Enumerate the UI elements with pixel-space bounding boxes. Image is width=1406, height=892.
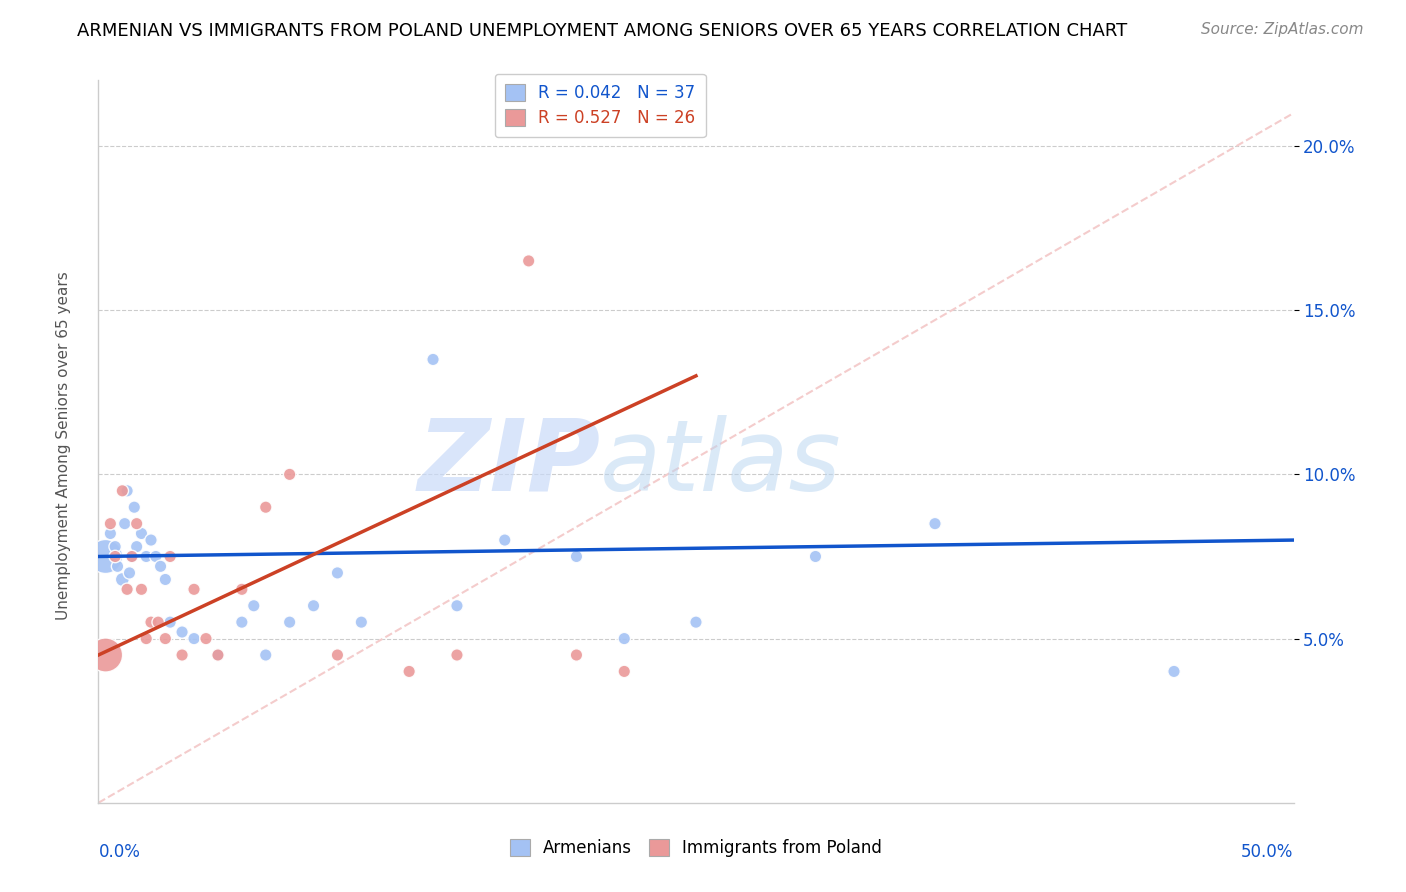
Point bbox=[121, 549, 143, 564]
Point bbox=[613, 665, 636, 679]
Point bbox=[104, 549, 127, 564]
Point bbox=[565, 549, 588, 564]
Point bbox=[231, 582, 253, 597]
Point bbox=[685, 615, 707, 630]
Point bbox=[115, 582, 138, 597]
Text: 50.0%: 50.0% bbox=[1241, 843, 1294, 861]
Point bbox=[135, 632, 157, 646]
Point bbox=[159, 549, 181, 564]
Point bbox=[278, 467, 301, 482]
Text: ARMENIAN VS IMMIGRANTS FROM POLAND UNEMPLOYMENT AMONG SENIORS OVER 65 YEARS CORR: ARMENIAN VS IMMIGRANTS FROM POLAND UNEMP… bbox=[77, 22, 1128, 40]
Point bbox=[125, 516, 148, 531]
Point bbox=[148, 615, 170, 630]
Point bbox=[94, 549, 117, 564]
Point bbox=[139, 533, 162, 547]
Point bbox=[517, 254, 540, 268]
Point bbox=[121, 549, 143, 564]
Point bbox=[94, 648, 117, 662]
Point bbox=[125, 540, 148, 554]
Point bbox=[104, 540, 127, 554]
Point bbox=[207, 648, 229, 662]
Point bbox=[183, 632, 205, 646]
Point bbox=[155, 573, 177, 587]
Point bbox=[111, 483, 134, 498]
Point bbox=[172, 648, 194, 662]
Point bbox=[446, 599, 468, 613]
Point bbox=[159, 615, 181, 630]
Point bbox=[422, 352, 444, 367]
Point bbox=[195, 632, 218, 646]
Text: Unemployment Among Seniors over 65 years: Unemployment Among Seniors over 65 years bbox=[56, 272, 70, 620]
Legend: Armenians, Immigrants from Poland: Armenians, Immigrants from Poland bbox=[501, 829, 891, 867]
Point bbox=[183, 582, 205, 597]
Text: Source: ZipAtlas.com: Source: ZipAtlas.com bbox=[1201, 22, 1364, 37]
Point bbox=[446, 648, 468, 662]
Point bbox=[98, 526, 122, 541]
Point bbox=[613, 632, 636, 646]
Point bbox=[155, 632, 177, 646]
Point bbox=[111, 573, 134, 587]
Point bbox=[254, 648, 277, 662]
Text: ZIP: ZIP bbox=[418, 415, 600, 512]
Point bbox=[124, 500, 146, 515]
Point bbox=[207, 648, 229, 662]
Text: atlas: atlas bbox=[600, 415, 842, 512]
Point bbox=[98, 516, 122, 531]
Point bbox=[302, 599, 325, 613]
Point bbox=[107, 559, 129, 574]
Point bbox=[278, 615, 301, 630]
Point bbox=[139, 615, 162, 630]
Point bbox=[326, 566, 349, 580]
Text: 0.0%: 0.0% bbox=[98, 843, 141, 861]
Point bbox=[115, 483, 138, 498]
Point bbox=[231, 615, 253, 630]
Point bbox=[114, 516, 136, 531]
Point bbox=[398, 665, 420, 679]
Point bbox=[149, 559, 172, 574]
Point bbox=[350, 615, 373, 630]
Point bbox=[118, 566, 141, 580]
Point bbox=[1163, 665, 1185, 679]
Point bbox=[243, 599, 266, 613]
Point bbox=[494, 533, 516, 547]
Point bbox=[131, 582, 153, 597]
Point bbox=[172, 625, 194, 640]
Point bbox=[145, 549, 167, 564]
Point bbox=[131, 526, 153, 541]
Point bbox=[804, 549, 827, 564]
Point bbox=[254, 500, 277, 515]
Point bbox=[326, 648, 349, 662]
Point bbox=[565, 648, 588, 662]
Point bbox=[135, 549, 157, 564]
Point bbox=[924, 516, 946, 531]
